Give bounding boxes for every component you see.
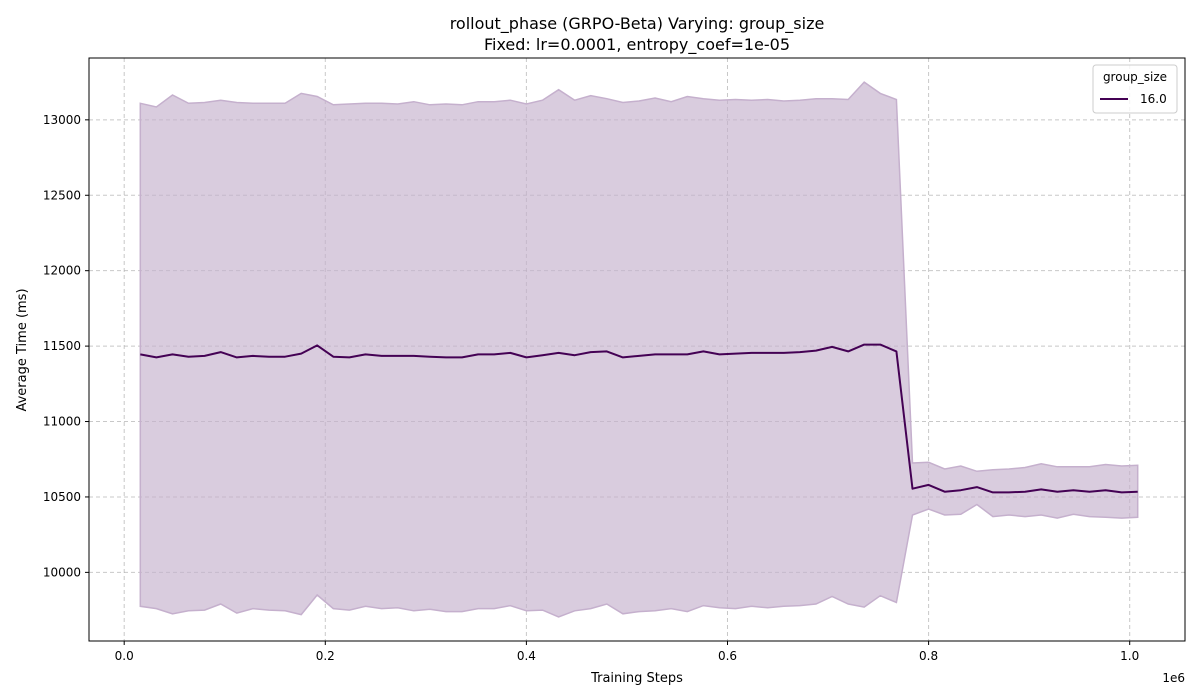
y-tick-label: 10000: [43, 565, 81, 579]
x-tick-label: 1.0: [1120, 649, 1139, 663]
y-tick-label: 10500: [43, 490, 81, 504]
y-tick-label: 11000: [43, 415, 81, 429]
x-tick-label: 0.4: [517, 649, 536, 663]
legend-label-16: 16.0: [1140, 92, 1167, 106]
chart-title: rollout_phase (GRPO-Beta) Varying: group…: [450, 14, 825, 55]
y-tick-label: 12500: [43, 188, 81, 202]
y-axis-label: Average Time (ms): [15, 288, 30, 411]
series-band-16: [139, 81, 1139, 618]
x-axis-label: Training Steps: [590, 671, 683, 686]
y-axis-ticks: 10000 10500 11000 11500 12000 12500 13000: [43, 113, 89, 579]
legend-box: [1092, 64, 1178, 114]
x-axis-ticks: 0.0 0.2 0.4 0.6 0.8 1.0: [115, 641, 1139, 663]
y-tick-label: 11500: [43, 339, 81, 353]
legend: group_size 16.0: [1092, 64, 1178, 114]
y-tick-label: 13000: [43, 113, 81, 127]
confidence-band: [139, 81, 1139, 618]
plot-frame: [88, 57, 1186, 642]
x-axis-offset-label: 1e6: [1162, 671, 1185, 685]
x-tick-label: 0.6: [718, 649, 737, 663]
series-line-16: [140, 343, 1138, 494]
x-tick-label: 0.2: [316, 649, 335, 663]
chart-subtitle-line: Fixed: lr=0.0001, entropy_coef=1e-05: [484, 35, 790, 55]
y-tick-label: 12000: [43, 264, 81, 278]
legend-title: group_size: [1103, 70, 1167, 84]
chart-title-line: rollout_phase (GRPO-Beta) Varying: group…: [450, 14, 825, 34]
series-lines: [140, 343, 1138, 494]
x-tick-label: 0.0: [115, 649, 134, 663]
x-tick-label: 0.8: [919, 649, 938, 663]
